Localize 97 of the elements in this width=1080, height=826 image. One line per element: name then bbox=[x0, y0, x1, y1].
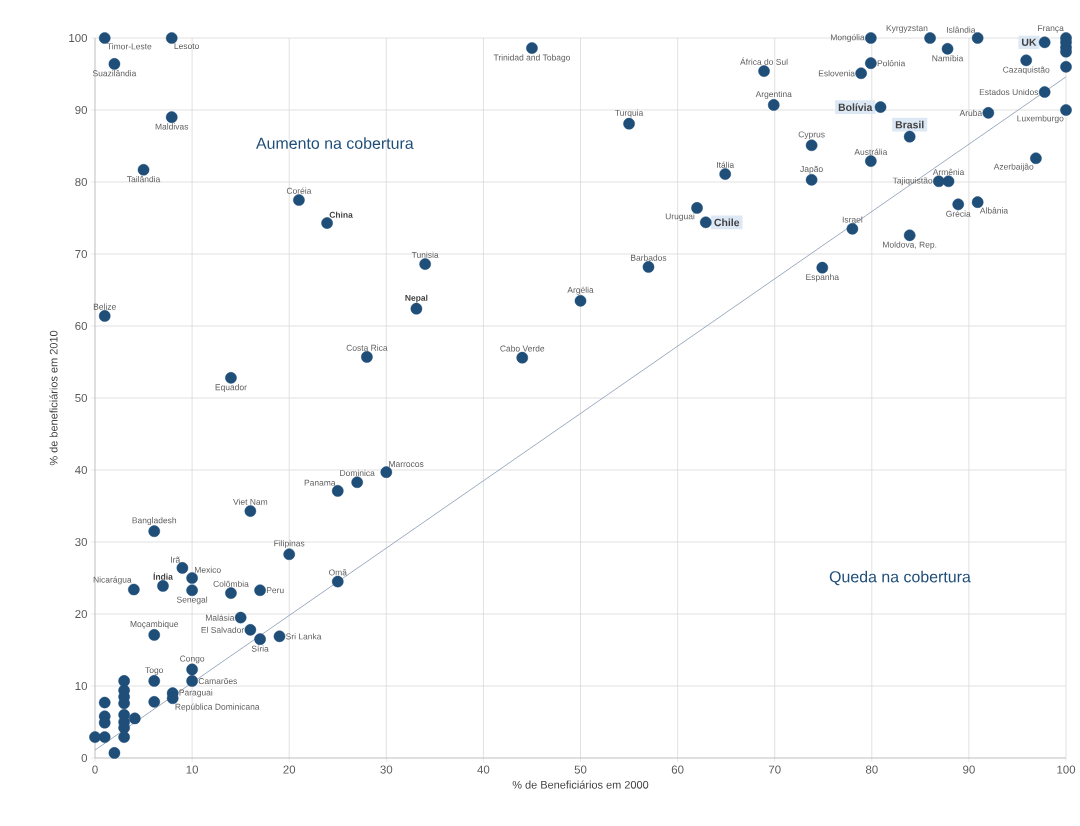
annotation: Malásia bbox=[205, 614, 235, 621]
annotation: Mongólia bbox=[830, 34, 865, 42]
annotation: Japão bbox=[800, 165, 823, 174]
x-tick-label: 20 bbox=[283, 765, 296, 774]
annotation: Barbados bbox=[631, 254, 667, 261]
annotation: Bangladesh bbox=[132, 517, 177, 526]
annotation: Camarões bbox=[198, 677, 238, 685]
x-tick-label: 40 bbox=[477, 765, 490, 774]
annotation: Togo bbox=[145, 667, 164, 675]
annotation: França bbox=[1038, 25, 1064, 33]
y-tick-label: 70 bbox=[75, 249, 88, 259]
x-axis-title: % de Beneficiários em 2000 bbox=[512, 780, 649, 789]
annotation: Paraguai bbox=[179, 689, 213, 698]
annotation: Sri Lanka bbox=[286, 633, 322, 640]
annotation: Panama bbox=[304, 479, 336, 486]
annotation: Costa Rica bbox=[346, 344, 388, 351]
annotation: Belize bbox=[93, 303, 116, 310]
annotation: Viet Nam bbox=[233, 498, 268, 505]
annotation: Cyprus bbox=[798, 131, 825, 140]
annotation: Aumento na cobertura bbox=[256, 137, 414, 149]
annotation: Itália bbox=[717, 161, 735, 168]
y-tick-label: 80 bbox=[75, 177, 88, 187]
annotation: Brasil bbox=[895, 120, 924, 129]
y-tick-label: 40 bbox=[75, 465, 88, 475]
annotation: Turquia bbox=[615, 109, 644, 118]
annotation: Coréia bbox=[286, 187, 312, 194]
annotation: Chile bbox=[714, 218, 740, 227]
annotation: Congo bbox=[180, 655, 205, 664]
annotation: Nepal bbox=[405, 294, 428, 303]
x-tick-label: 50 bbox=[574, 765, 587, 774]
annotation: Maldivas bbox=[155, 123, 189, 130]
x-tick-label: 0 bbox=[92, 765, 98, 774]
annotation: Albânia bbox=[979, 207, 1009, 214]
y-tick-label: 0 bbox=[81, 753, 88, 763]
annotation: El Salvador bbox=[201, 626, 245, 633]
x-tick-label: 10 bbox=[186, 765, 199, 774]
annotation: Uruguai bbox=[665, 213, 695, 221]
annotation: Marrocos bbox=[389, 461, 424, 467]
annotation: Cazaquistão bbox=[1003, 66, 1050, 75]
annotation: Tunisia bbox=[411, 251, 439, 258]
y-tick-label: 20 bbox=[75, 609, 88, 619]
y-tick-label: 30 bbox=[75, 537, 88, 547]
annotation: Moçambique bbox=[130, 620, 179, 629]
annotation: Estados Unidos bbox=[979, 88, 1039, 96]
annotation: Índia bbox=[153, 572, 173, 580]
annotation: China bbox=[329, 211, 353, 218]
x-tick-label: 90 bbox=[963, 765, 975, 774]
annotation: Suazilândia bbox=[92, 70, 137, 77]
annotation: Tajiquistão bbox=[892, 177, 933, 186]
annotation: Moldova, Rep. bbox=[883, 241, 937, 250]
annotation: República Dominicana bbox=[175, 703, 260, 712]
annotation: Argélia bbox=[567, 286, 594, 295]
annotation: Argentina bbox=[755, 90, 792, 99]
x-tick-label: 30 bbox=[380, 765, 393, 774]
annotation: Filipinas bbox=[274, 540, 305, 549]
annotation: Lesoto bbox=[174, 43, 199, 50]
y-tick-label: 60 bbox=[75, 321, 88, 331]
annotation: UK bbox=[1022, 38, 1037, 46]
annotation: Israel bbox=[842, 216, 863, 223]
annotation: Espanha bbox=[806, 273, 839, 282]
annotation: Azerbaijão bbox=[993, 163, 1034, 172]
annotation: Mexico bbox=[194, 566, 221, 573]
y-tick-label: 90 bbox=[75, 105, 88, 115]
x-tick-label: 100 bbox=[1057, 765, 1076, 774]
annotation: Colômbia bbox=[213, 580, 249, 587]
annotation: Cabo Verde bbox=[500, 345, 545, 352]
y-tick-label: 100 bbox=[69, 33, 88, 43]
annotation: Austrália bbox=[854, 148, 888, 155]
annotation: Dominica bbox=[340, 469, 375, 477]
y-axis-title: % de beneficiários em 2010 bbox=[49, 330, 58, 466]
annotation: Peru bbox=[266, 587, 284, 594]
annotation: Queda na cobertura bbox=[829, 570, 971, 586]
x-tick-label: 80 bbox=[865, 765, 878, 774]
annotation: Islândia bbox=[947, 26, 976, 33]
annotation: Equador bbox=[215, 384, 247, 392]
annotation: Nicarágua bbox=[93, 576, 132, 585]
annotation: Eslovenia bbox=[818, 70, 855, 77]
annotation: Aruba bbox=[959, 109, 983, 116]
annotation: Trinidad and Tobago bbox=[493, 54, 571, 63]
x-tick-label: 70 bbox=[768, 765, 781, 774]
annotation: África do Sul bbox=[740, 57, 788, 65]
x-tick-label: 60 bbox=[671, 765, 684, 774]
annotation: Omã bbox=[328, 569, 347, 576]
annotation: Armênia bbox=[932, 168, 965, 176]
annotation: Síria bbox=[251, 645, 269, 652]
y-tick-label: 50 bbox=[75, 393, 88, 403]
y-tick-label: 10 bbox=[75, 681, 88, 691]
annotation: Polônia bbox=[877, 60, 906, 67]
annotation: Kyrgyzstan bbox=[886, 25, 928, 33]
annotation: Bolívia bbox=[838, 103, 873, 112]
annotation: Tailândia bbox=[127, 175, 161, 183]
annotation: Timor-Leste bbox=[107, 43, 152, 50]
annotation: Senegal bbox=[176, 596, 208, 605]
annotation: Irã bbox=[171, 556, 181, 563]
annotation: Namíbia bbox=[932, 54, 964, 62]
annotation: Grécia bbox=[946, 210, 971, 217]
annotation: Luxemburgo bbox=[1017, 115, 1064, 124]
